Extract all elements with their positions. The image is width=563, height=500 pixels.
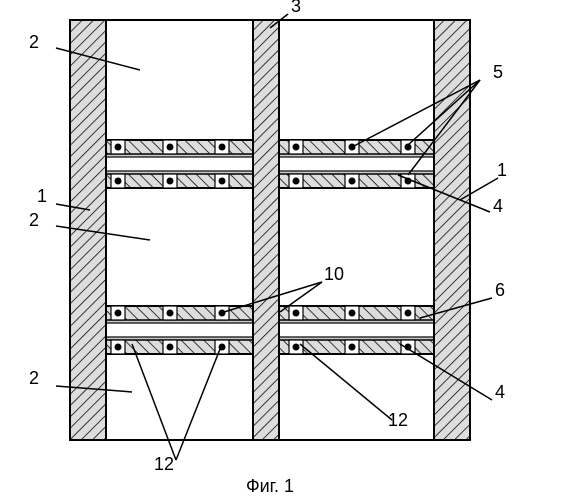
callout-label: 2 <box>29 368 39 388</box>
callout-label: 5 <box>493 62 503 82</box>
callout-label: 12 <box>388 410 408 430</box>
fastener-dot <box>405 310 412 317</box>
callout-label: 1 <box>497 160 507 180</box>
callout-label: 6 <box>495 280 505 300</box>
fastener-dot <box>167 310 174 317</box>
callout-label: 10 <box>324 264 344 284</box>
fastener-dot <box>219 144 226 151</box>
figure-caption: Фиг. 1 <box>246 476 294 496</box>
figure-diagram: 2122123514106412Фиг. 1 <box>0 0 563 500</box>
callout-label: 3 <box>291 0 301 16</box>
fastener-dot <box>219 310 226 317</box>
callout-label: 12 <box>154 454 174 474</box>
fastener-dot <box>167 144 174 151</box>
fastener-dot <box>115 178 122 185</box>
column-overlay <box>434 20 470 440</box>
fastener-dot <box>293 178 300 185</box>
column-overlay <box>70 20 106 440</box>
fastener-dot <box>115 344 122 351</box>
callout-label: 2 <box>29 210 39 230</box>
fastener-dot <box>167 178 174 185</box>
callout-label: 4 <box>495 382 505 402</box>
fastener-dot <box>115 144 122 151</box>
fastener-dot <box>115 310 122 317</box>
fastener-dot <box>349 178 356 185</box>
fastener-dot <box>293 144 300 151</box>
fastener-dot <box>219 178 226 185</box>
fastener-dot <box>349 310 356 317</box>
callout-label: 4 <box>493 196 503 216</box>
fastener-dot <box>349 344 356 351</box>
callout-label: 1 <box>37 186 47 206</box>
callout-label: 2 <box>29 32 39 52</box>
fastener-dot <box>167 344 174 351</box>
fastener-dot <box>293 344 300 351</box>
column-overlay <box>253 20 279 440</box>
fastener-dot <box>293 310 300 317</box>
